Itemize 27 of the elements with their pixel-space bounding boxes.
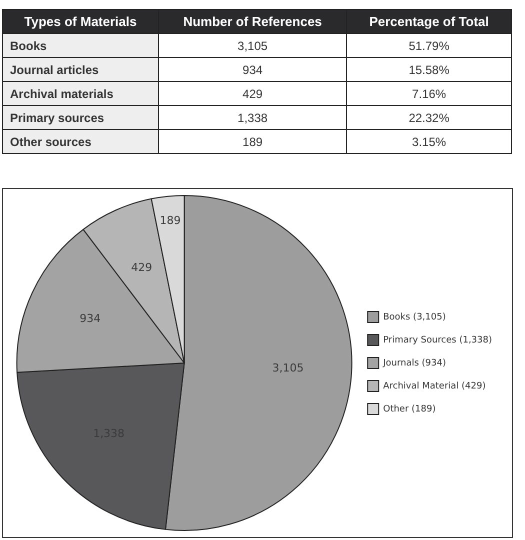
text: 934 bbox=[158, 58, 347, 82]
text: Other sources bbox=[2, 130, 158, 154]
text: 1,338 bbox=[158, 106, 347, 130]
text: 22.32% bbox=[346, 106, 512, 130]
text: 7.16% bbox=[346, 82, 512, 106]
text: 3,105 bbox=[158, 34, 347, 58]
legend-label: Archival Material (429) bbox=[383, 381, 486, 392]
text: 3.15% bbox=[346, 130, 512, 154]
text: Books bbox=[2, 34, 158, 58]
text: 15.58% bbox=[346, 58, 512, 82]
data-label: 934 bbox=[80, 312, 101, 326]
text: 429 bbox=[158, 82, 347, 106]
legend-label: Other (189) bbox=[383, 404, 436, 414]
text: Percentage of Total bbox=[346, 10, 512, 34]
legend-label: Primary Sources (1,338) bbox=[383, 335, 492, 346]
text: Archival materials bbox=[2, 82, 158, 106]
text: Primary sources bbox=[2, 106, 158, 130]
text: 189 bbox=[158, 130, 347, 154]
text: Number of References bbox=[158, 10, 347, 34]
text: Types of Materials bbox=[2, 10, 158, 34]
data-label: 3,105 bbox=[272, 362, 304, 375]
text: 51.79% bbox=[346, 34, 512, 58]
legend-label: Journals (934) bbox=[382, 358, 446, 368]
data-label: 189 bbox=[160, 214, 181, 228]
text: Journal articles bbox=[2, 58, 158, 82]
data-label: 429 bbox=[131, 261, 152, 274]
legend-label: Books (3,105) bbox=[383, 312, 446, 322]
